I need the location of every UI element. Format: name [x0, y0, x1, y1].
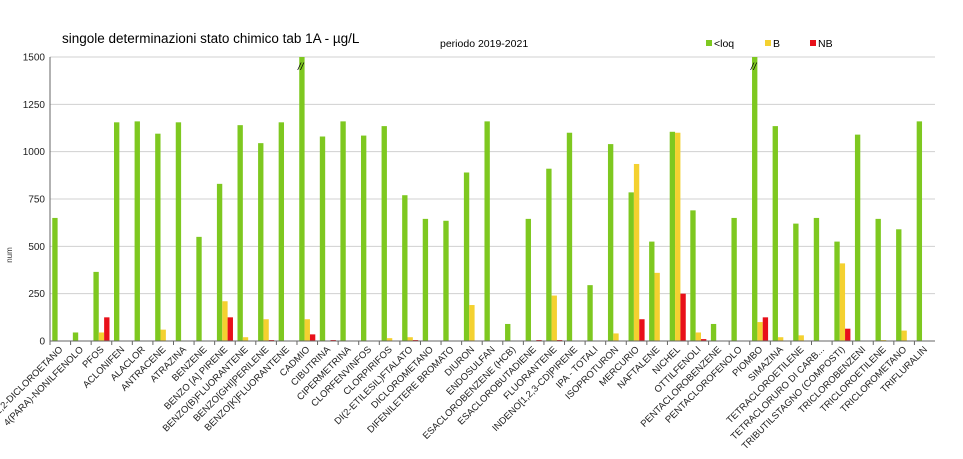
bar [525, 218, 531, 341]
bar [916, 121, 923, 341]
bar [695, 332, 701, 341]
y-tick-label: 500 [28, 242, 45, 253]
bar [98, 332, 105, 341]
bar [222, 301, 228, 341]
bar [155, 133, 161, 341]
y-tick-label: 0 [39, 337, 45, 348]
bar [551, 295, 557, 341]
bar [299, 57, 305, 341]
bar [463, 172, 470, 341]
axes: 0 250 500 750 1000 1250 1500 // // [23, 53, 935, 348]
bar [319, 136, 326, 341]
bar [505, 323, 511, 341]
bar [710, 323, 717, 341]
bar [690, 210, 696, 341]
bar [669, 131, 676, 341]
bar [757, 322, 763, 341]
bar [114, 122, 120, 341]
bar [72, 332, 79, 341]
bar [160, 329, 166, 341]
bar [340, 121, 346, 341]
bar [304, 319, 310, 341]
bar [386, 338, 393, 341]
bar [258, 143, 264, 341]
y-tick-label: 750 [28, 195, 45, 206]
bars [52, 57, 923, 342]
bar [654, 272, 660, 341]
axis-break-marker: // [297, 62, 305, 73]
bar [381, 126, 387, 342]
chart-subtitle: periodo 2019-2021 [440, 38, 528, 50]
bar [772, 126, 778, 342]
bar [834, 241, 840, 341]
bar [675, 132, 681, 341]
bar [242, 337, 249, 341]
bar [845, 328, 851, 341]
bar [227, 317, 233, 341]
y-tick-label: 1500 [23, 53, 46, 64]
chart-title: singole determinazioni stato chimico tab… [62, 31, 360, 46]
bar [613, 333, 619, 341]
bar [546, 168, 552, 341]
bar [896, 229, 902, 341]
legend-swatch-loq [706, 40, 712, 46]
legend-swatch-nb [810, 40, 816, 46]
bar [649, 241, 655, 341]
bar [566, 132, 573, 341]
bar [587, 285, 593, 341]
bar [762, 317, 769, 341]
y-axis-label: num [5, 247, 14, 263]
bar [752, 57, 758, 341]
bar [104, 317, 110, 341]
gridlines [50, 56, 935, 342]
y-tick-label: 250 [28, 289, 45, 300]
bar [639, 319, 645, 341]
bar [278, 122, 285, 341]
legend-label-nb: NB [818, 38, 833, 50]
bar [484, 121, 490, 341]
bar [633, 163, 640, 341]
bar [854, 134, 861, 341]
bar [839, 263, 846, 341]
bar [443, 220, 449, 341]
y-tick-label: 1000 [23, 147, 46, 158]
legend-swatch-b [765, 40, 771, 46]
bar [407, 337, 413, 341]
bar [422, 218, 429, 341]
y-tick-label: 1250 [23, 100, 46, 111]
bar [777, 337, 784, 341]
bar [360, 135, 367, 341]
axis-break-marker: // [750, 62, 758, 73]
bar [798, 335, 804, 341]
bar [309, 334, 316, 341]
bar [901, 330, 907, 341]
legend: <loq B NB [706, 38, 833, 50]
bar [793, 223, 799, 341]
bar [680, 293, 686, 341]
legend-label-loq: <loq [714, 38, 734, 50]
bar [237, 125, 243, 341]
bar [607, 144, 614, 341]
bar [175, 122, 182, 341]
bar [52, 217, 58, 341]
bar [402, 195, 408, 341]
bar [93, 271, 99, 341]
bar [628, 192, 634, 341]
bar [469, 305, 475, 341]
bar [813, 217, 820, 341]
bar [700, 339, 707, 341]
bar [731, 217, 737, 341]
legend-label-b: B [773, 38, 780, 50]
category-labels: 1,2-DICLOROETANO4(PARA)-NONILFENOLOPFOSA… [0, 344, 930, 452]
bar [875, 218, 881, 341]
bar [263, 319, 269, 341]
bar [196, 236, 202, 341]
bar [216, 183, 223, 341]
bar [134, 121, 140, 341]
